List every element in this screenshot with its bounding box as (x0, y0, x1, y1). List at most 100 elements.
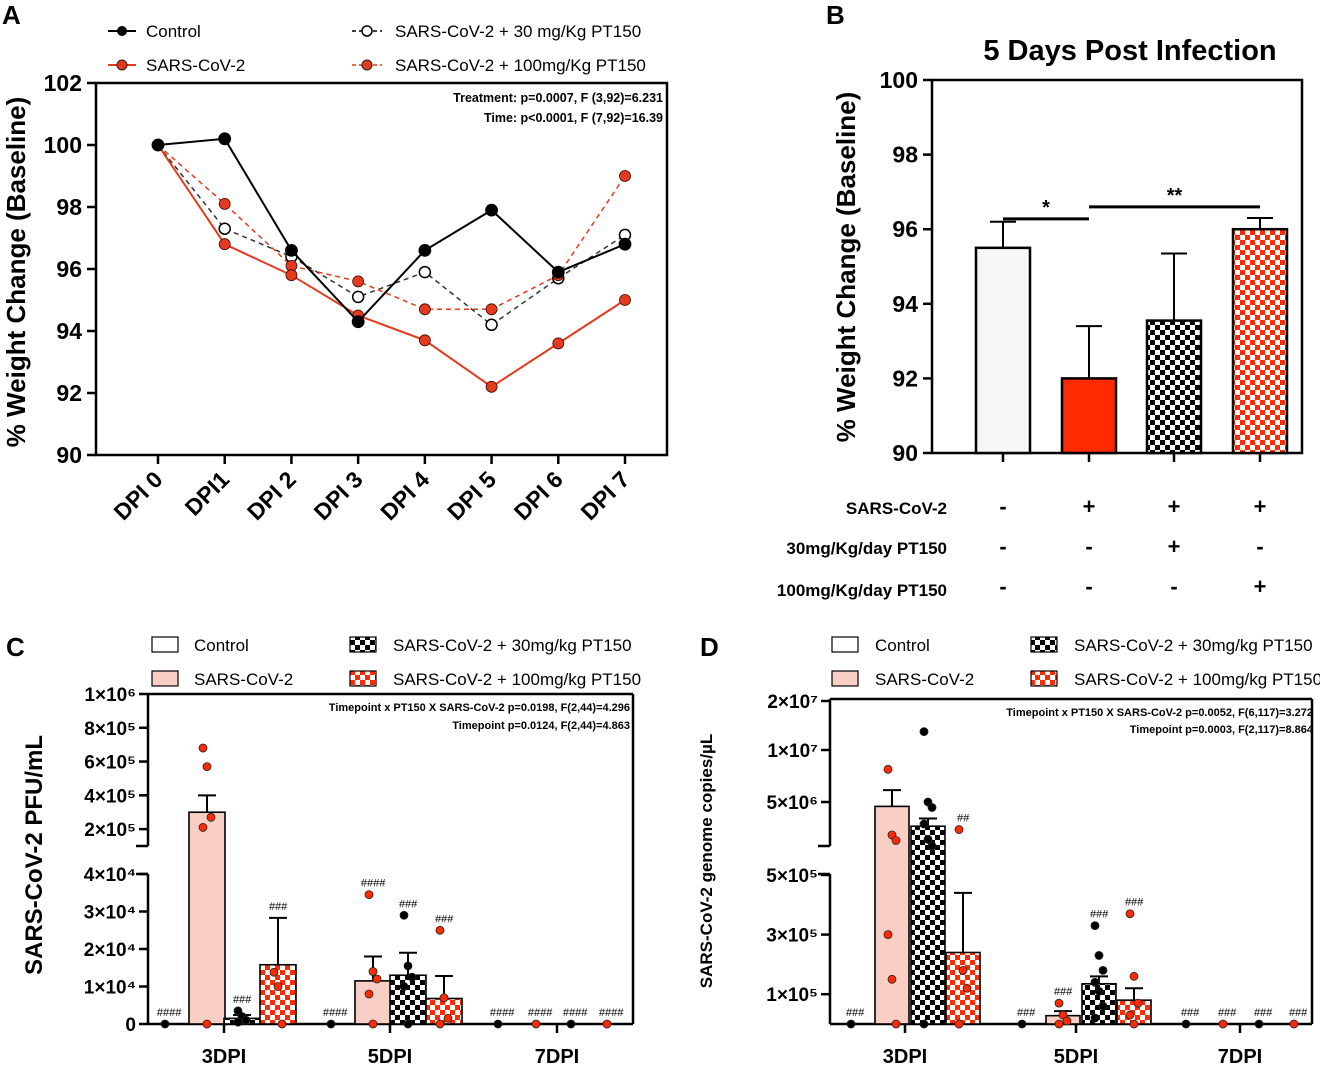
condition-sign: - (1256, 534, 1263, 559)
condition-sign: - (1085, 574, 1092, 599)
y-tick-label: 8×10⁵ (84, 719, 136, 740)
series-line-3 (157, 144, 626, 326)
significance-hash: #### (157, 1007, 182, 1019)
significance-hash: ### (269, 901, 288, 913)
legend-100mg-marker (361, 59, 373, 71)
data-point (277, 1019, 287, 1029)
data-point (883, 764, 893, 774)
legend-a-100mg: SARS-CoV-2 + 100mg/Kg PT150 (395, 56, 646, 75)
data-point (352, 275, 365, 288)
legend-d-100mg: SARS-CoV-2 + 100mg/kg PT150 (1074, 670, 1320, 689)
data-point (202, 1019, 212, 1029)
legend-a-control: Control (146, 22, 201, 41)
data-point (1218, 1019, 1228, 1029)
x-tick-label-a: DPI 3 (309, 466, 368, 525)
panel-d-letter: D (700, 632, 719, 662)
data-point (443, 1013, 453, 1023)
data-point (919, 1019, 929, 1029)
data-point (435, 1019, 445, 1029)
significance-label: * (1042, 197, 1050, 219)
y-tick-label-a: 102 (44, 70, 82, 96)
y-tick-label-a: 98 (56, 194, 82, 220)
condition-sign: + (1168, 534, 1181, 559)
legend-sars-marker (116, 59, 128, 71)
panel-a-plot: 90 92 94 96 98 100 102 DPI 0 DPI1 DPI 2 DPI 3 DPI 4… (44, 70, 669, 525)
panel-d: D Control SARS-CoV-2 SARS-CoV-2 + 30mg/k… (697, 632, 1320, 1065)
data-point (351, 315, 365, 329)
legend-d-30mg: SARS-CoV-2 + 30mg/kg PT150 (1074, 636, 1313, 655)
data-point (285, 243, 298, 257)
significance-hash: #### (323, 1007, 348, 1019)
significance-hash: ### (846, 1007, 865, 1019)
condition-signs: - + + + - - + - - - - + (999, 494, 1266, 599)
data-point (1181, 1019, 1191, 1029)
data-point (1090, 977, 1100, 987)
y-tick-label-a: 96 (56, 256, 82, 282)
data-point (602, 1019, 612, 1029)
y-tick-label: 4×10⁵ (84, 786, 136, 807)
panel-d-ylabel: SARS-CoV-2 genome copies/µL (697, 734, 716, 988)
condition-label-30mg: 30mg/Kg/day PT150 (786, 539, 947, 558)
legend-d-control-swatch (831, 636, 859, 653)
legend-c-sars-swatch (151, 670, 179, 687)
data-point (923, 835, 933, 844)
data-point (927, 841, 937, 851)
bar-b-2 (1060, 377, 1118, 455)
panel-a: A Control SARS-CoV-2 SARS-CoV-2 + 30 mg/… (1, 0, 669, 525)
data-point (1129, 971, 1139, 981)
data-point (619, 294, 631, 306)
data-point (531, 1019, 541, 1029)
data-point (551, 265, 565, 279)
y-tick-label-b: 100 (880, 67, 918, 93)
data-point (485, 380, 498, 393)
data-point (846, 1019, 856, 1029)
y-tick-label: 1×10⁶ (84, 685, 136, 706)
panel-c-plot: 0 1×10⁴ 2×10⁴ 3×10⁴ 4×10⁴ 2×10⁵ 4×10⁵ 6×10⁵ 8×10… (84, 685, 635, 1065)
panel-d-stats-1: Timepoint x PT150 X SARS-CoV-2 p=0.0052,… (1006, 707, 1313, 719)
y-tick-label-b: 92 (892, 365, 918, 391)
data-point (485, 318, 498, 332)
data-point (1090, 921, 1100, 931)
data-point (1289, 1019, 1299, 1029)
condition-label-sars: SARS-CoV-2 (846, 499, 947, 518)
data-point (351, 290, 365, 304)
x-tick-label-a: DPI 0 (108, 466, 167, 525)
data-point (919, 727, 929, 737)
panel-a-frame (94, 81, 669, 457)
panel-a-stats-2: Time: p<0.0001, F (7,92)=16.39 (484, 111, 663, 125)
data-point (198, 823, 208, 832)
data-point (364, 890, 374, 900)
data-point (1094, 951, 1104, 960)
significance-hash: #### (490, 1007, 515, 1019)
y-tick-label: 1×10⁷ (767, 741, 818, 762)
legend-c-control: Control (194, 636, 249, 655)
data-point (887, 974, 897, 984)
data-point (218, 222, 231, 235)
data-point (1062, 1016, 1072, 1026)
data-point (198, 743, 208, 753)
data-point (439, 993, 449, 1003)
significance-hash: #### (361, 878, 386, 890)
series-line-4 (157, 144, 626, 311)
y-tick-label: 0 (125, 1015, 136, 1036)
bar (874, 805, 910, 1025)
data-point (493, 1019, 503, 1029)
data-point (619, 170, 631, 182)
series-line-2 (157, 144, 626, 389)
data-point (418, 334, 431, 347)
data-point (218, 197, 231, 210)
y-tick-label: 3×10⁴ (84, 903, 136, 924)
panel-b-letter: B (826, 0, 845, 30)
panel-a-legend: Control SARS-CoV-2 SARS-CoV-2 + 30 mg/Kg… (108, 22, 646, 75)
y-tick-label-b: 98 (892, 142, 918, 168)
data-point (1098, 1001, 1108, 1011)
legend-d-30mg-swatch (1030, 636, 1058, 653)
data-point (566, 1019, 576, 1029)
legend-c-control-swatch (151, 636, 179, 653)
data-point (954, 825, 964, 834)
significance-label: ** (1167, 185, 1183, 207)
bar (188, 811, 226, 1025)
data-point (1254, 1019, 1264, 1029)
x-tick-label: 7DPI (535, 1046, 579, 1065)
data-point (160, 1019, 170, 1029)
